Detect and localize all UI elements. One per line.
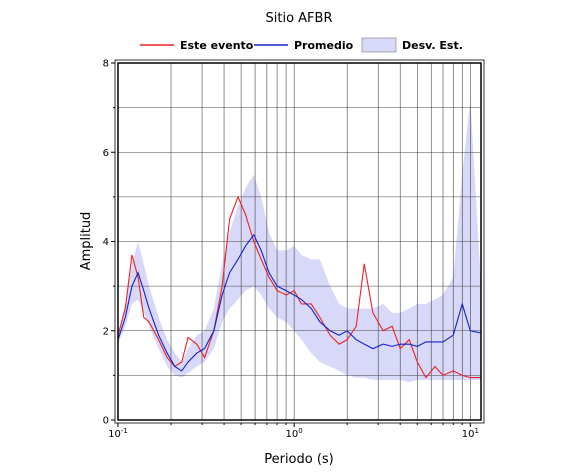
y-axis-label: Amplitud (79, 212, 94, 271)
x-tick-exponent: 1 (474, 427, 478, 435)
x-axis-label: Periodo (s) (264, 452, 334, 467)
y-tick-label: 2 (103, 326, 109, 337)
x-tick-label: 101 (462, 427, 479, 440)
legend-label: Desv. Est. (402, 39, 463, 52)
y-tick-label: 4 (103, 237, 109, 248)
series-line (117, 195, 481, 379)
x-tick-base: 10 (108, 429, 121, 440)
series-line (117, 233, 482, 372)
x-tick-base: 10 (462, 429, 475, 440)
y-tick-label: 0 (103, 416, 109, 427)
x-tick-label: 100 (286, 427, 303, 440)
legend-label: Este evento (180, 39, 254, 52)
x-tick-exponent: -1 (121, 427, 128, 435)
chart-title: Sitio AFBR (266, 11, 333, 26)
legend-swatch (361, 37, 397, 53)
plot-frame (117, 62, 482, 421)
x-tick-base: 10 (286, 429, 299, 440)
y-tick-label: 8 (103, 59, 109, 70)
x-tick-label: 10-1 (108, 427, 128, 440)
x-tick-exponent: 0 (298, 427, 302, 435)
std-band (118, 98, 481, 383)
y-tick-label: 6 (103, 148, 109, 159)
legend-label: Promedio (294, 39, 354, 52)
